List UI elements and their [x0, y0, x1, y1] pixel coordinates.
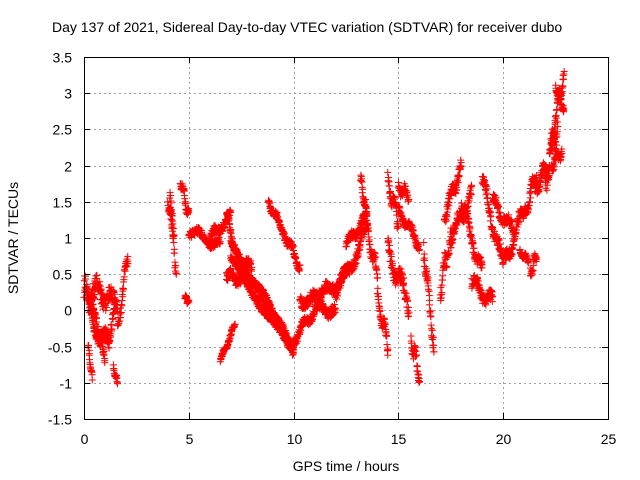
- data-point: [105, 344, 113, 352]
- y-tick-label: 2.5: [53, 122, 73, 138]
- data-point: [430, 348, 438, 356]
- data-point: [109, 315, 117, 323]
- data-point: [114, 380, 122, 388]
- y-tick-label: 3.5: [53, 50, 73, 66]
- data-point: [383, 332, 391, 340]
- data-point: [96, 278, 104, 286]
- y-tick-label: 2: [64, 159, 72, 175]
- data-point: [170, 249, 178, 257]
- data-point: [82, 275, 90, 283]
- data-point: [119, 284, 127, 292]
- chart-title: Day 137 of 2021, Sidereal Day-to-day VTE…: [52, 19, 562, 35]
- data-point: [164, 198, 172, 206]
- data-point: [468, 182, 476, 190]
- data-point: [167, 215, 175, 223]
- data-point: [116, 310, 124, 318]
- y-tick-label: 1: [64, 231, 72, 247]
- data-point: [552, 113, 560, 121]
- data-point: [120, 273, 128, 281]
- data-point: [384, 173, 392, 181]
- data-point: [482, 191, 490, 199]
- data-point: [166, 192, 174, 200]
- data-point: [385, 182, 393, 190]
- data-point: [384, 351, 392, 359]
- y-axis-label: SDTVAR / TECUs: [5, 182, 21, 294]
- data-point: [216, 237, 224, 245]
- x-tick-label: 20: [496, 431, 512, 447]
- data-point: [112, 373, 120, 381]
- y-tick-label: -1.5: [48, 412, 72, 428]
- data-point: [91, 290, 99, 298]
- data-point: [426, 301, 434, 309]
- y-tick-label: 0: [64, 303, 72, 319]
- data-point: [526, 194, 534, 202]
- data-point: [527, 188, 535, 196]
- data-point: [231, 320, 239, 328]
- data-point: [107, 283, 115, 291]
- data-point: [404, 304, 412, 312]
- x-tick-label: 15: [391, 431, 407, 447]
- data-point: [88, 376, 96, 384]
- data-point: [172, 269, 180, 277]
- data-point: [117, 309, 125, 317]
- data-point: [384, 345, 392, 353]
- data-point: [469, 240, 477, 248]
- y-tick-label: -1: [60, 376, 73, 392]
- data-point: [374, 284, 382, 292]
- data-point: [185, 298, 193, 306]
- data-point: [185, 206, 193, 214]
- data-point: [100, 347, 108, 355]
- data-point: [172, 262, 180, 270]
- y-tick-label: 0.5: [53, 267, 73, 283]
- data-point: [487, 213, 495, 221]
- data-point: [373, 274, 381, 282]
- data-point: [108, 325, 116, 333]
- x-tick-label: 25: [601, 431, 617, 447]
- data-point: [124, 260, 132, 268]
- data-point: [102, 303, 110, 311]
- data-point: [87, 367, 95, 375]
- data-point: [102, 306, 110, 314]
- data-points: [80, 68, 568, 388]
- data-point: [110, 288, 118, 296]
- data-point: [93, 271, 101, 279]
- data-point: [101, 359, 109, 367]
- x-tick-label: 0: [81, 431, 89, 447]
- data-point: [172, 270, 180, 278]
- data-point: [428, 325, 436, 333]
- data-point: [118, 297, 126, 305]
- data-point: [92, 318, 100, 326]
- x-tick-labels: 0 5 10 15 20 25: [81, 431, 617, 447]
- data-point: [170, 231, 178, 239]
- data-point: [427, 313, 435, 321]
- data-point: [115, 317, 123, 325]
- y-tick-label: -0.5: [48, 340, 72, 356]
- y-tick-label: 1.5: [53, 195, 73, 211]
- data-point: [384, 168, 392, 176]
- y-tick-labels: -1.5 -1 -0.5 0 0.5 1 1.5 2 2.5 3 3.5: [48, 50, 72, 428]
- data-point: [415, 378, 423, 386]
- data-point: [114, 321, 122, 329]
- data-point: [94, 323, 102, 331]
- x-axis-label: GPS time / hours: [293, 458, 400, 474]
- data-point: [124, 252, 132, 260]
- data-point: [428, 326, 436, 334]
- x-tick-label: 5: [186, 431, 194, 447]
- data-point: [106, 337, 114, 345]
- x-tick-label: 10: [287, 431, 303, 447]
- y-tick-label: 3: [64, 86, 72, 102]
